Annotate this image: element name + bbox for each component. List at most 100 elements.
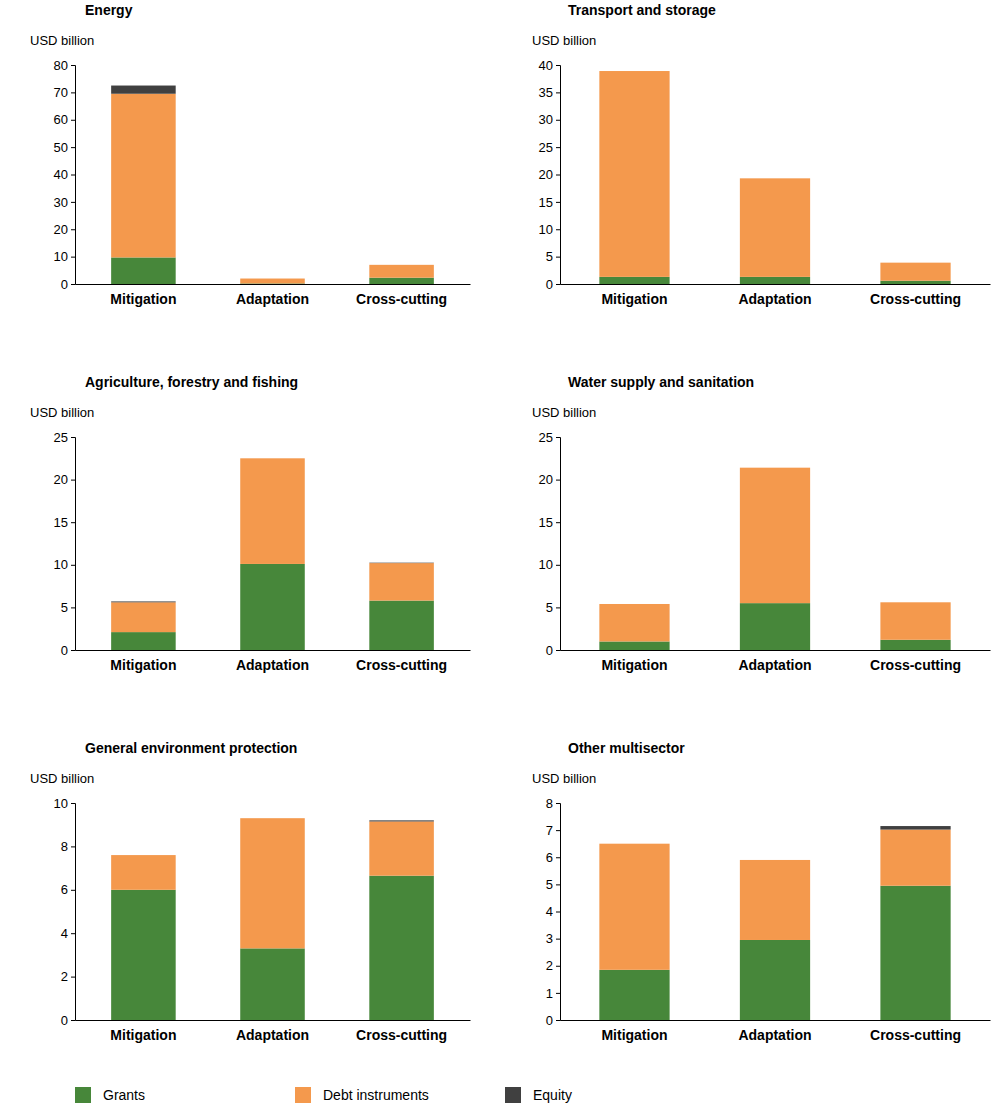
x-axis: MitigationAdaptationCross-cutting <box>76 284 471 307</box>
tick-mark <box>71 480 75 481</box>
panel-title: Other multisector <box>568 740 685 756</box>
tick-label: 7 <box>546 823 553 838</box>
tick-label: 15 <box>539 195 553 210</box>
bar-segment <box>880 640 950 650</box>
tick: 20 <box>54 472 75 487</box>
tick-mark <box>556 993 560 994</box>
y-axis: 0510152025303540 <box>539 58 561 292</box>
tick-mark <box>71 650 75 651</box>
tick-mark <box>71 120 75 121</box>
category-label: Mitigation <box>601 291 667 307</box>
tick: 3 <box>546 931 560 946</box>
tick-mark <box>556 522 560 523</box>
tick-mark <box>71 1020 75 1021</box>
axis-line <box>561 1020 991 1021</box>
bar-segment <box>599 277 669 284</box>
tick: Cross-cutting <box>356 284 447 307</box>
tick: Adaptation <box>738 1020 811 1043</box>
bar-segment <box>880 830 950 886</box>
tick-label: 60 <box>54 112 68 127</box>
bar-segment <box>240 278 305 279</box>
tick-label: 70 <box>54 85 68 100</box>
tick: Cross-cutting <box>356 1020 447 1043</box>
x-axis: Mitigation Adaptation Cross-cutting <box>76 1020 471 1043</box>
tick: Adaptation <box>738 650 811 673</box>
tick-mark <box>71 437 75 438</box>
tick-mark <box>556 437 560 438</box>
bar-segment <box>880 826 950 830</box>
tick: 25 <box>539 140 560 155</box>
category-label: Cross-cutting <box>870 291 961 307</box>
tick: 40 <box>539 58 560 73</box>
tick-mark <box>71 147 75 148</box>
bar-segment <box>111 890 176 1020</box>
y-axis: 01020304050607080 <box>54 58 76 292</box>
tick: Mitigation <box>110 1020 176 1043</box>
category-label: Adaptation <box>236 1027 309 1043</box>
category-label: Adaptation <box>236 657 309 673</box>
tick: Mitigation <box>110 284 176 307</box>
category-label: Mitigation <box>601 1027 667 1043</box>
category-label: Mitigation <box>110 291 176 307</box>
tick: Adaptation <box>236 1020 309 1043</box>
bar-segment <box>369 264 434 265</box>
category-label: Cross-cutting <box>870 657 961 673</box>
bar-segment <box>240 564 305 650</box>
tick: 0 <box>61 277 75 292</box>
tick-mark <box>556 857 560 858</box>
tick: 30 <box>539 112 560 127</box>
legend-swatch <box>295 1087 311 1103</box>
tick: Cross-cutting <box>870 1020 961 1043</box>
category-label: Adaptation <box>738 1027 811 1043</box>
y-axis: 012345678 <box>546 796 561 1028</box>
tick: 20 <box>539 167 560 182</box>
tick-label: 25 <box>539 430 553 445</box>
tick: Mitigation <box>601 284 667 307</box>
y-axis: 0246810 <box>54 796 76 1028</box>
bar-segment <box>599 843 669 844</box>
tick-label: 5 <box>61 600 68 615</box>
tick: 4 <box>61 926 75 941</box>
bar-segment <box>369 876 434 1020</box>
tick: 1 <box>546 986 560 1001</box>
category-label: Mitigation <box>110 657 176 673</box>
tick: Cross-cutting <box>870 284 961 307</box>
panel: Other multisectorUSD billion012345678Mit… <box>532 740 991 1043</box>
bar-segment <box>740 178 810 277</box>
legend-swatch <box>75 1087 91 1103</box>
tick: 70 <box>54 85 75 100</box>
tick-label: 4 <box>61 926 68 941</box>
tick: Cross-cutting <box>356 650 447 673</box>
tick: 6 <box>61 882 75 897</box>
tick-mark <box>71 284 75 285</box>
tick: 30 <box>54 195 75 210</box>
tick-mark <box>556 202 560 203</box>
tick: 6 <box>546 850 560 865</box>
category-label: Adaptation <box>738 657 811 673</box>
tick: Mitigation <box>601 1020 667 1043</box>
axis-title: USD billion <box>30 33 94 48</box>
tick: 2 <box>546 958 560 973</box>
bar-segment <box>880 602 950 603</box>
bar-segment <box>111 855 176 890</box>
tick-label: 0 <box>61 643 68 658</box>
tick-mark <box>556 830 560 831</box>
tick-label: 0 <box>546 1013 553 1028</box>
tick: Mitigation <box>110 650 176 673</box>
bar-segment <box>740 277 810 284</box>
tick-label: 8 <box>546 796 553 811</box>
category-label: Cross-cutting <box>356 291 447 307</box>
x-axis: MitigationAdaptationCross-cutting <box>561 650 991 673</box>
bar-segment <box>369 601 434 650</box>
bar-segment <box>880 262 950 263</box>
tick-mark <box>71 933 75 934</box>
tick-label: 15 <box>539 515 553 530</box>
y-axis: 0510152025 <box>539 430 561 658</box>
legend: GrantsDebt instrumentsEquity <box>75 1087 572 1103</box>
axis-line <box>71 804 76 1021</box>
tick: 10 <box>54 796 75 811</box>
legend-label: Debt instruments <box>323 1087 429 1103</box>
tick-mark <box>556 803 560 804</box>
tick-mark <box>556 480 560 481</box>
tick: 10 <box>54 249 75 264</box>
